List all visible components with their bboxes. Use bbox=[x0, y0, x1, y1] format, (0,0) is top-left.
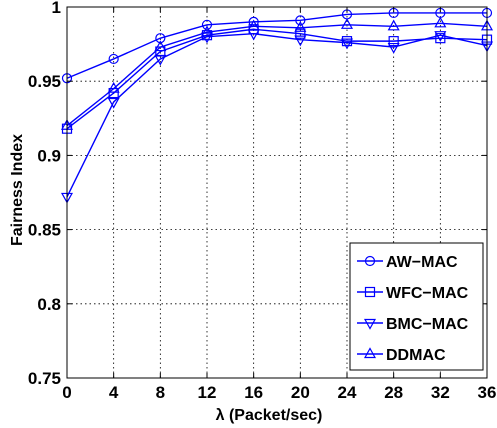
data-point-ddmac bbox=[294, 21, 307, 32]
data-point-ddmac bbox=[434, 16, 447, 28]
legend-marker-ddmac bbox=[363, 347, 377, 359]
series-layer bbox=[60, 7, 494, 204]
data-point-bmc-mac bbox=[340, 38, 354, 50]
series-aw-mac bbox=[61, 7, 493, 84]
legend-box bbox=[349, 242, 484, 371]
series-line-wfc-mac bbox=[66, 28, 488, 130]
tick-labels: 0 4 8 12 16 20 24 28 32 36 0.75 0.8 0.85 0.9 0.95 1 bbox=[28, 0, 497, 402]
grid-lines bbox=[67, 7, 487, 378]
data-point-bmc-mac bbox=[107, 97, 120, 109]
plot-frame bbox=[66, 6, 488, 379]
y-tick-label: 0.75 bbox=[28, 369, 61, 388]
data-point-bmc-mac bbox=[387, 42, 400, 54]
legend-marker-aw-mac bbox=[364, 255, 376, 267]
series-ddmac bbox=[60, 16, 494, 130]
data-point-ddmac bbox=[247, 19, 260, 31]
axes bbox=[66, 6, 488, 379]
y-tick-label: 0.85 bbox=[28, 221, 61, 240]
y-tick-label: 0.95 bbox=[28, 72, 61, 91]
data-point-wfc-mac bbox=[388, 36, 399, 47]
data-point-bmc-mac bbox=[200, 32, 214, 44]
series-line-ddmac bbox=[66, 22, 488, 127]
x-tick-label: 36 bbox=[478, 383, 497, 402]
x-tick-label: 20 bbox=[291, 383, 310, 402]
x-tick-label: 28 bbox=[384, 383, 403, 402]
legend-label-bmc-mac: BMC−MAC bbox=[386, 316, 469, 333]
data-point-ddmac bbox=[387, 19, 400, 31]
series-bmc-mac bbox=[60, 29, 494, 204]
data-point-ddmac bbox=[107, 81, 120, 93]
y-tick-label: 0.9 bbox=[37, 146, 61, 165]
series-line-aw-mac bbox=[66, 12, 487, 79]
series-line-bmc-mac bbox=[66, 33, 488, 198]
data-point-aw-mac bbox=[201, 19, 213, 30]
legend-marker-wfc-mac bbox=[364, 286, 376, 298]
x-tick-label: 24 bbox=[338, 383, 357, 402]
legend-label-wfc-mac: WFC−MAC bbox=[386, 285, 469, 302]
x-tick-label: 4 bbox=[109, 383, 119, 402]
series-wfc-mac bbox=[61, 24, 493, 134]
legend-label-aw-mac: AW−MAC bbox=[386, 254, 458, 271]
x-tick-label: 32 bbox=[431, 383, 450, 402]
data-point-ddmac bbox=[340, 18, 354, 29]
data-point-ddmac bbox=[154, 40, 167, 52]
data-point-bmc-mac bbox=[434, 31, 447, 42]
x-tick-label: 8 bbox=[156, 383, 165, 402]
data-point-aw-mac bbox=[295, 15, 306, 26]
data-point-bmc-mac bbox=[294, 35, 307, 47]
x-tick-label: 12 bbox=[198, 383, 217, 402]
legend-label-ddmac: DDMAC bbox=[386, 347, 446, 364]
y-axis-label: Fairness Index bbox=[9, 134, 26, 246]
y-tick-label: 1 bbox=[52, 0, 61, 17]
x-axis-label: λ (Packet/sec) bbox=[216, 407, 323, 424]
y-tick-label: 0.8 bbox=[37, 295, 61, 314]
data-point-wfc-mac bbox=[295, 28, 306, 39]
legend-marker-bmc-mac bbox=[363, 318, 377, 330]
data-point-ddmac bbox=[200, 25, 214, 37]
data-point-aw-mac bbox=[108, 53, 119, 65]
legend: AW−MAC WFC−MAC BMC−MAC DDMAC bbox=[349, 242, 484, 371]
x-tick-label: 16 bbox=[244, 383, 263, 402]
x-tick-label: 0 bbox=[62, 383, 71, 402]
data-point-wfc-mac bbox=[435, 33, 446, 44]
data-point-bmc-mac bbox=[154, 54, 167, 66]
